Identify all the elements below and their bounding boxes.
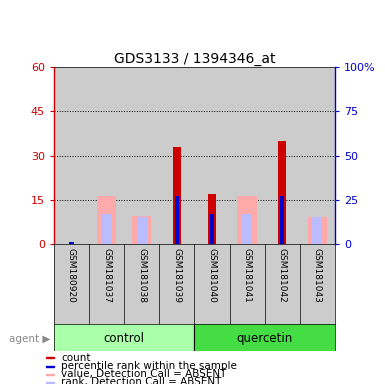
Bar [278,141,286,244]
Bar [300,67,335,244]
Bar [89,67,124,244]
Bar [313,217,322,244]
Bar [194,67,229,244]
Bar [124,67,159,244]
Bar [238,196,257,244]
Title: GDS3133 / 1394346_at: GDS3133 / 1394346_at [114,52,275,66]
Text: GSM181037: GSM181037 [102,248,111,303]
Bar [54,67,89,244]
Bar [280,196,285,244]
Bar [137,217,147,244]
Text: rank, Detection Call = ABSENT: rank, Detection Call = ABSENT [62,377,222,384]
Bar [229,67,265,244]
Bar [208,194,216,244]
Bar [242,214,252,244]
Text: GSM181039: GSM181039 [172,248,181,303]
Text: control: control [104,333,145,345]
Text: GSM180920: GSM180920 [67,248,76,303]
Text: GSM181038: GSM181038 [137,248,146,303]
Bar [54,324,194,353]
Bar [46,374,54,375]
Text: value, Detection Call = ABSENT: value, Detection Call = ABSENT [62,369,227,379]
Bar [210,214,214,244]
Text: GSM181042: GSM181042 [278,248,287,303]
Bar [308,217,327,244]
Bar [97,196,116,244]
Text: GSM181041: GSM181041 [243,248,252,303]
Bar [132,217,151,244]
Bar [264,67,300,244]
Text: quercetin: quercetin [236,333,293,345]
Bar [46,382,54,383]
Text: count: count [62,353,91,363]
Text: GSM181043: GSM181043 [313,248,322,303]
Text: percentile rank within the sample: percentile rank within the sample [62,361,237,371]
Bar [102,214,112,244]
Bar [175,196,179,244]
Bar [194,324,335,353]
Bar [69,242,74,244]
Text: GSM181040: GSM181040 [208,248,216,303]
Text: agent ▶: agent ▶ [9,334,50,344]
Bar [159,67,194,244]
Bar [173,147,181,244]
